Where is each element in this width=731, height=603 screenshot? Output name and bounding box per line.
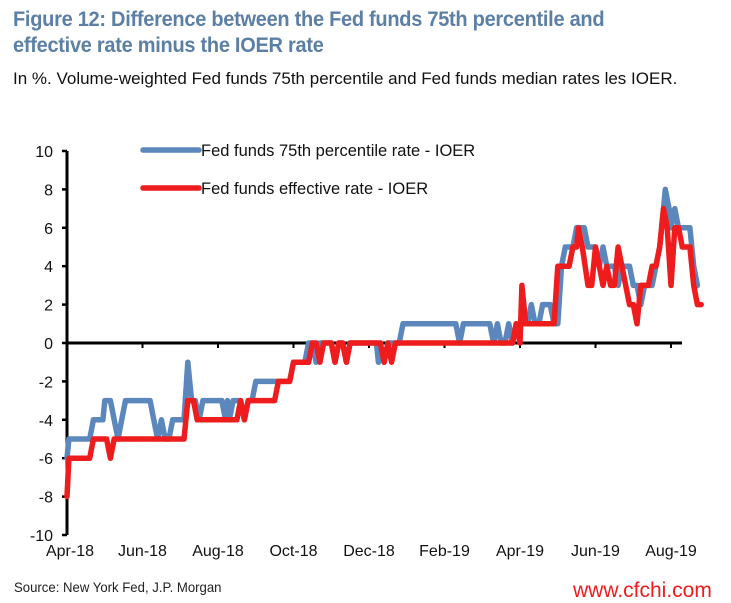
x-tick-label: Oct-18 (269, 543, 317, 560)
x-axis: Apr-18 Jun-18 Aug-18 Oct-18 Dec-18 Feb-19 Apr-… (46, 341, 697, 560)
x-tick-label: Jun-19 (571, 543, 620, 560)
y-tick-label: -4 (39, 413, 53, 430)
x-tick-label: Dec-18 (343, 543, 395, 560)
y-tick-label: -10 (30, 528, 53, 545)
y-tick-label: -2 (39, 374, 53, 391)
x-tick-label: Apr-18 (46, 543, 94, 560)
series-line-fed-funds-75th-percentile (64, 186, 701, 461)
legend-label-1: Fed funds effective rate - IOER (201, 180, 428, 198)
x-tick-label: Feb-19 (419, 543, 470, 560)
y-tick-label: -6 (39, 451, 53, 468)
x-tick-label: Apr-19 (496, 543, 544, 560)
y-tick-label: 8 (44, 182, 53, 199)
y-tick-label: 2 (44, 298, 53, 315)
watermark: www.cfchi.com (573, 579, 712, 602)
y-tick-label: 0 (44, 336, 53, 353)
y-tick-label: 6 (44, 221, 53, 238)
x-tick-label: Jun-18 (118, 543, 167, 560)
y-axis: 10 8 6 4 2 0 -2 -4 -6 -8 -10 (30, 144, 69, 545)
series-line-fed-funds-effective (64, 205, 704, 500)
series-layer (64, 186, 704, 500)
source-note: Source: New York Fed, J.P. Morgan (14, 579, 222, 595)
y-tick-label: 10 (35, 144, 53, 161)
chart-title: Figure 12: Difference between the Fed fu… (13, 7, 605, 57)
legend: Fed funds 75th percentile rate - IOER Fed… (140, 142, 475, 198)
y-tick-label: 4 (44, 259, 53, 276)
y-tick-label: -8 (39, 490, 53, 507)
chart-subtitle: In %. Volume-weighted Fed funds 75th per… (13, 69, 678, 88)
x-tick-label: Aug-19 (645, 543, 697, 560)
x-tick-label: Aug-18 (192, 543, 244, 560)
legend-label-0: Fed funds 75th percentile rate - IOER (201, 142, 475, 160)
